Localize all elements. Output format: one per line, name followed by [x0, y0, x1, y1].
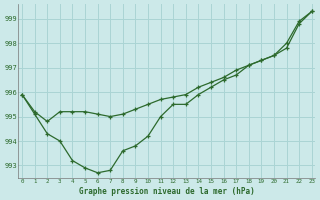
X-axis label: Graphe pression niveau de la mer (hPa): Graphe pression niveau de la mer (hPa): [79, 187, 255, 196]
